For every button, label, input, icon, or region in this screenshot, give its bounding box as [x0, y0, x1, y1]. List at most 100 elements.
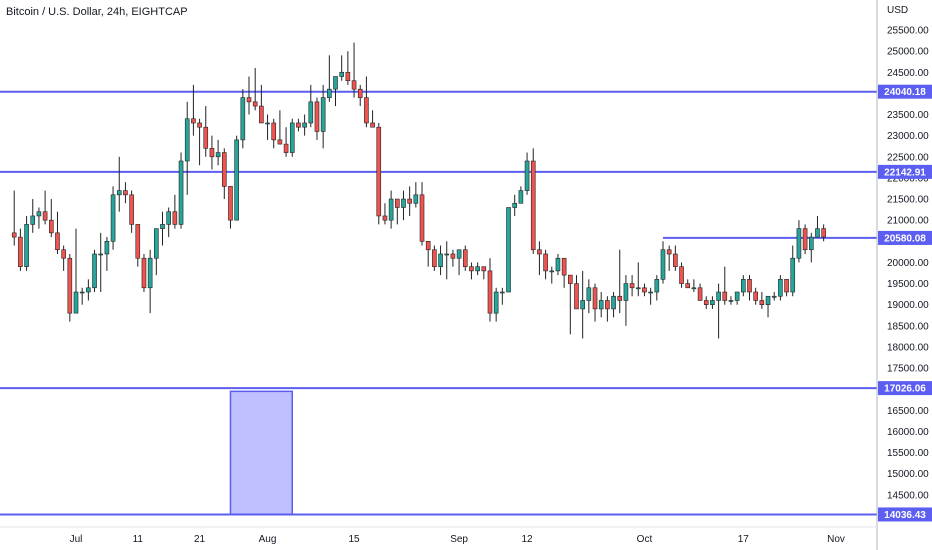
candle[interactable] — [790, 245, 796, 297]
candle[interactable] — [561, 257, 567, 288]
candle[interactable] — [487, 258, 493, 322]
candle[interactable] — [543, 249, 548, 280]
candle[interactable] — [728, 296, 734, 305]
candle[interactable] — [438, 245, 443, 276]
candle[interactable] — [339, 55, 344, 81]
candle[interactable] — [73, 228, 79, 314]
candle[interactable] — [351, 42, 357, 98]
candle[interactable] — [506, 207, 511, 293]
candle[interactable] — [215, 139, 221, 166]
candle[interactable] — [635, 262, 641, 297]
candle[interactable] — [191, 84, 196, 136]
candle[interactable] — [765, 295, 771, 318]
candle[interactable] — [568, 274, 573, 335]
candle[interactable] — [123, 182, 128, 204]
candle[interactable] — [716, 283, 721, 339]
candle[interactable] — [36, 207, 42, 229]
candle[interactable] — [104, 237, 110, 271]
candle[interactable] — [24, 215, 29, 271]
candle[interactable] — [586, 279, 592, 314]
candle[interactable] — [147, 249, 153, 314]
candle[interactable] — [456, 249, 462, 276]
candle[interactable] — [116, 156, 122, 212]
candle[interactable] — [302, 114, 307, 136]
candle[interactable] — [154, 228, 159, 276]
candle[interactable] — [92, 249, 97, 293]
candle[interactable] — [524, 152, 530, 195]
candle[interactable] — [759, 292, 765, 309]
candle[interactable] — [283, 127, 289, 157]
candle[interactable] — [55, 211, 60, 254]
candle[interactable] — [598, 292, 604, 318]
candle[interactable] — [580, 270, 585, 339]
candle[interactable] — [815, 215, 820, 238]
candle[interactable] — [314, 97, 320, 140]
candle[interactable] — [592, 283, 598, 322]
candle[interactable] — [821, 224, 826, 242]
candle[interactable] — [654, 275, 660, 301]
candle[interactable] — [327, 55, 332, 102]
candle[interactable] — [747, 275, 752, 301]
candle[interactable] — [203, 106, 209, 157]
candle[interactable] — [333, 76, 338, 107]
candle[interactable] — [673, 245, 678, 271]
candle[interactable] — [691, 279, 697, 293]
candle[interactable] — [240, 89, 246, 149]
candle[interactable] — [357, 84, 363, 107]
candle[interactable] — [734, 291, 740, 305]
candle[interactable] — [419, 182, 425, 246]
candle[interactable] — [296, 118, 301, 132]
candle[interactable] — [30, 199, 36, 233]
candle[interactable] — [753, 287, 758, 305]
candle[interactable] — [364, 76, 369, 128]
candle[interactable] — [382, 203, 388, 225]
candle[interactable] — [518, 186, 524, 204]
candle[interactable] — [413, 182, 419, 208]
candle[interactable] — [407, 186, 412, 216]
candle[interactable] — [197, 118, 202, 166]
candle[interactable] — [771, 292, 777, 301]
candle[interactable] — [469, 262, 474, 280]
candle[interactable] — [184, 101, 190, 195]
candle[interactable] — [370, 110, 375, 128]
candle[interactable] — [722, 266, 728, 305]
candle[interactable] — [784, 279, 789, 297]
candle[interactable] — [86, 279, 91, 301]
candle[interactable] — [259, 84, 264, 124]
candle[interactable] — [697, 283, 703, 301]
candle[interactable] — [679, 262, 684, 288]
candle[interactable] — [18, 228, 23, 271]
candle[interactable] — [11, 190, 17, 246]
candle[interactable] — [802, 224, 808, 254]
candle[interactable] — [549, 266, 555, 284]
candle[interactable] — [475, 262, 480, 276]
candle[interactable] — [98, 232, 104, 293]
candle[interactable] — [611, 292, 616, 318]
candle[interactable] — [345, 51, 351, 85]
candle[interactable] — [493, 287, 499, 322]
candle[interactable] — [605, 296, 610, 322]
candle[interactable] — [395, 198, 400, 225]
candle[interactable] — [703, 296, 709, 309]
candle[interactable] — [555, 253, 561, 276]
candle[interactable] — [623, 275, 629, 326]
candle[interactable] — [252, 68, 258, 111]
demand-zone-rectangle[interactable] — [229, 390, 294, 516]
candle[interactable] — [778, 275, 783, 301]
candle[interactable] — [530, 148, 536, 254]
candle[interactable] — [574, 275, 579, 310]
candle[interactable] — [172, 194, 178, 229]
candle[interactable] — [617, 249, 623, 314]
candle[interactable] — [462, 245, 468, 271]
candle[interactable] — [209, 135, 215, 170]
candle[interactable] — [289, 118, 295, 157]
candle[interactable] — [444, 241, 450, 280]
candle[interactable] — [432, 245, 437, 271]
candle[interactable] — [796, 220, 802, 263]
candle[interactable] — [648, 287, 653, 305]
candle[interactable] — [135, 224, 141, 267]
candle[interactable] — [48, 199, 54, 238]
candle[interactable] — [110, 186, 116, 250]
candle[interactable] — [308, 84, 314, 128]
candle[interactable] — [320, 84, 326, 149]
